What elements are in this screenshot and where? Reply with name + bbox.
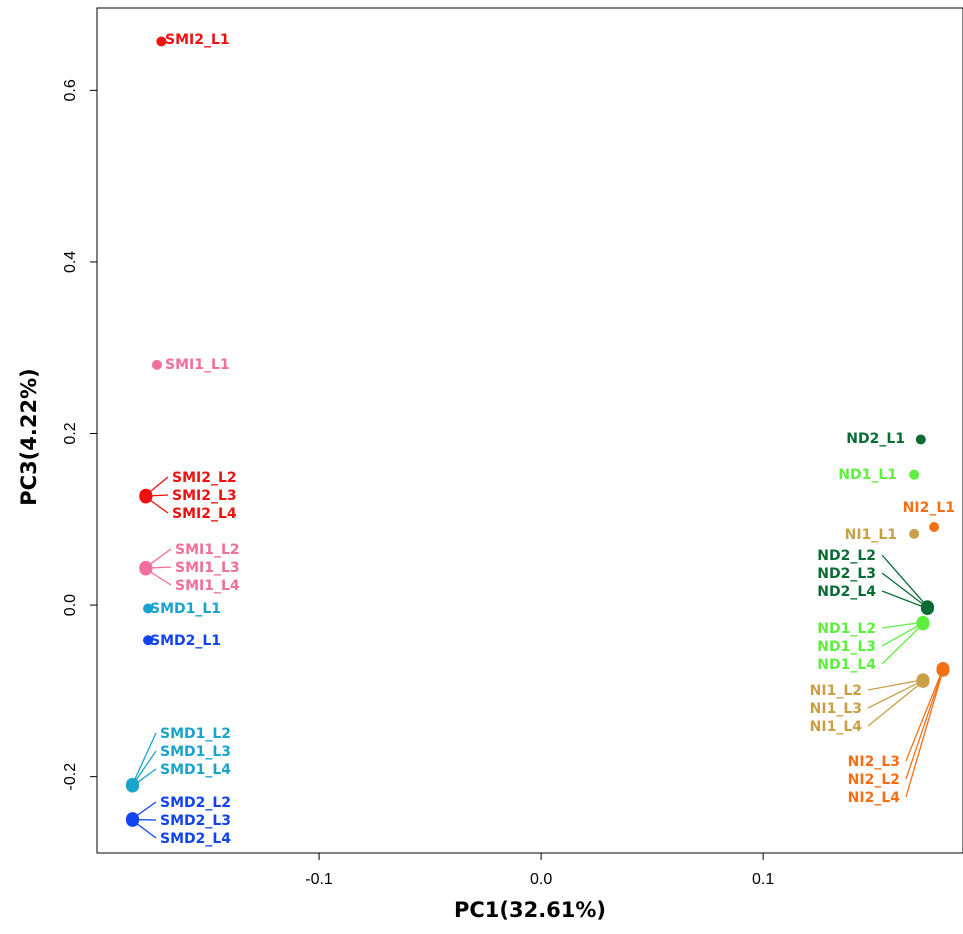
point-label: ND1_L4 <box>817 657 876 673</box>
y-tick-label: -0.2 <box>62 763 79 791</box>
leader-line <box>867 679 924 709</box>
leader-line <box>905 668 944 762</box>
point-label: SMI1_L4 <box>175 578 240 594</box>
point-label: SMD2_L3 <box>160 813 231 829</box>
plot-area-frame <box>96 7 963 854</box>
x-axis: -0.1 0.0 0.1 <box>305 853 774 888</box>
data-point-smd1-l4 <box>126 779 140 793</box>
point-label: NI2_L2 <box>848 772 900 788</box>
point-label: ND2_L4 <box>817 584 876 600</box>
y-axis-title: PC3(4.22%) <box>17 368 41 505</box>
point-label: NI2_L1 <box>903 500 955 516</box>
point-label: SMD2_L2 <box>160 795 231 811</box>
data-point-smd1-l1 <box>143 603 154 614</box>
data-point-smi2-l1 <box>156 36 167 47</box>
point-labels: SMI2_L1 SMI1_L1 SMI2_L2 SMI2_L3 SMI2_L4 SMI1_… <box>150 32 955 847</box>
data-point-smi1-l1 <box>151 359 162 370</box>
point-label: SMD1_L3 <box>160 744 231 760</box>
leader-line <box>867 679 924 691</box>
leader-line <box>905 670 944 798</box>
data-point-smd2-l1 <box>143 635 154 646</box>
data-point-smi1-l4 <box>139 562 153 576</box>
point-label: SMD2_L4 <box>160 831 231 847</box>
data-point-nd2-l4 <box>920 602 934 616</box>
point-label: NI1_L1 <box>845 527 897 543</box>
point-label: SMI2_L1 <box>165 32 230 48</box>
data-point-nd1-l1 <box>909 469 920 480</box>
point-label: ND1_L2 <box>817 621 876 637</box>
data-points <box>126 36 950 827</box>
data-point-ni2-l1 <box>929 522 940 533</box>
leader-line <box>881 590 928 610</box>
point-label: NI2_L3 <box>848 754 900 770</box>
data-point-smi2-l4 <box>139 490 153 504</box>
x-tick-label: -0.1 <box>305 871 333 888</box>
data-point-ni2-l4 <box>936 663 950 677</box>
y-tick-label: 0.4 <box>62 251 79 273</box>
leader-line <box>881 622 924 647</box>
point-label: SMI2_L3 <box>172 488 237 504</box>
point-label: ND2_L2 <box>817 548 876 564</box>
point-label: ND2_L1 <box>846 431 905 447</box>
y-tick-label: 0.0 <box>62 594 79 616</box>
point-label: SMD2_L1 <box>150 633 221 649</box>
leader-line <box>881 554 928 608</box>
point-label: NI1_L2 <box>810 683 862 699</box>
point-label: SMD1_L4 <box>160 762 231 778</box>
point-label: SMI2_L4 <box>172 506 237 522</box>
point-label: ND1_L3 <box>817 639 876 655</box>
point-label: NI1_L3 <box>810 701 862 717</box>
point-label: SMD1_L1 <box>150 601 221 617</box>
point-label: SMD1_L2 <box>160 726 231 742</box>
leader-line <box>131 732 157 785</box>
data-point-nd1-l4 <box>916 617 930 631</box>
x-axis-title: PC1(32.61%) <box>454 898 606 922</box>
leader-line <box>881 621 924 629</box>
data-point-ni1-l4 <box>916 674 930 688</box>
point-label: SMI1_L2 <box>175 542 240 558</box>
data-point-ni1-l1 <box>909 528 920 539</box>
data-point-nd2-l1 <box>915 434 926 445</box>
point-label: ND1_L1 <box>838 467 897 483</box>
data-point-smd2-l4 <box>126 813 140 827</box>
y-tick-label: 0.2 <box>62 422 79 444</box>
leader-line <box>905 669 944 780</box>
point-label: ND2_L3 <box>817 566 876 582</box>
point-label: NI1_L4 <box>810 719 863 735</box>
point-label: SMI2_L2 <box>172 470 237 486</box>
y-tick-label: 0.6 <box>62 79 79 101</box>
point-label: NI2_L4 <box>848 790 901 806</box>
leader-line <box>881 572 928 609</box>
y-axis: -0.2 0.0 0.2 0.4 0.6 <box>62 79 97 790</box>
leader-line <box>881 623 924 665</box>
point-label: SMI1_L1 <box>165 357 230 373</box>
point-label: SMI1_L3 <box>175 560 240 576</box>
x-tick-label: 0.1 <box>752 871 774 888</box>
leader-line <box>867 680 924 727</box>
x-tick-label: 0.0 <box>530 871 552 888</box>
